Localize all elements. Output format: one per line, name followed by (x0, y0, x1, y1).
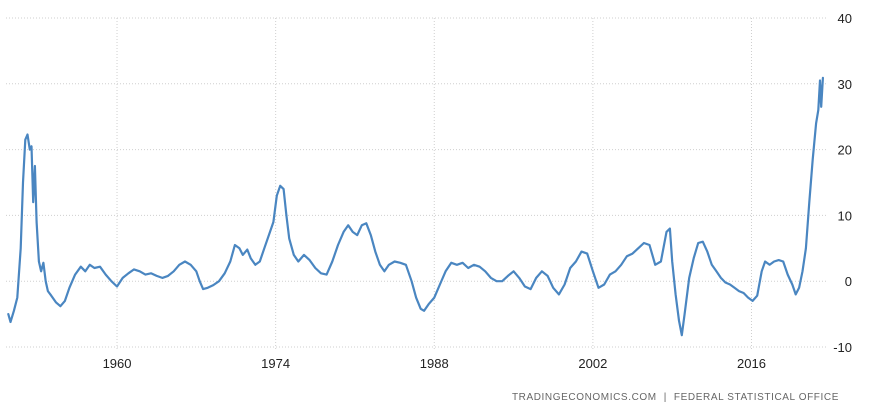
y-axis: -10 0 10 20 30 40 (833, 11, 852, 355)
source-separator: | (664, 392, 667, 403)
source-site: TRADINGECONOMICS.COM (512, 392, 657, 403)
source-attribution: TRADINGECONOMICS.COM | FEDERAL STATISTICAL… (512, 392, 839, 403)
x-tick-label: 2002 (578, 356, 607, 371)
series-layer (7, 76, 824, 337)
gridlines (6, 17, 826, 350)
series-line (7, 76, 824, 337)
y-tick-label: 40 (838, 11, 852, 26)
y-tick-label: 0 (845, 274, 852, 289)
x-axis: 1960 1974 1988 2002 2016 (103, 356, 766, 371)
x-tick-label: 2016 (737, 356, 766, 371)
y-tick-label: 20 (838, 143, 852, 158)
x-tick-label: 1974 (261, 356, 290, 371)
y-tick-label: -10 (833, 340, 852, 355)
y-tick-label: 10 (838, 208, 852, 223)
x-tick-label: 1988 (420, 356, 449, 371)
x-tick-label: 1960 (103, 356, 132, 371)
source-agency: FEDERAL STATISTICAL OFFICE (674, 392, 839, 403)
y-tick-label: 30 (838, 77, 852, 92)
